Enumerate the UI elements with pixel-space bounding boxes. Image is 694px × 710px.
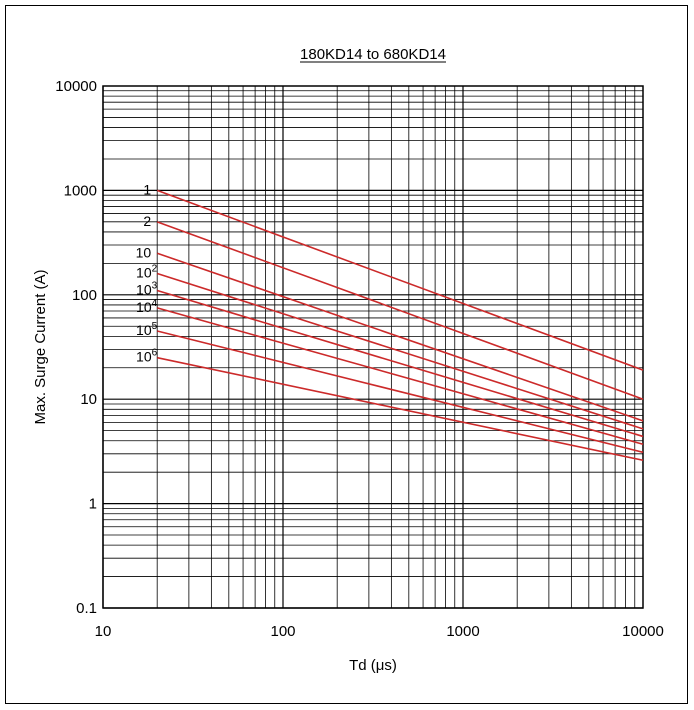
curve-label: 1: [143, 181, 151, 197]
surge-curve: [156, 307, 644, 446]
surge-curve: [157, 356, 644, 462]
curve-label: 105: [136, 321, 158, 338]
y-axis-label: Max. Surge Current (A): [32, 269, 49, 424]
curve-label: 10: [136, 244, 152, 260]
x-axis-label: Td (μs): [349, 657, 397, 674]
surge-curve: [156, 272, 644, 430]
grid: [102, 85, 644, 609]
x-tick-label: 1000: [446, 623, 479, 640]
curve-label: 106: [136, 348, 158, 365]
chart-title: 180KD14 to 680KD14: [300, 46, 446, 63]
surge-curve: [156, 289, 644, 438]
y-tick-label: 1000: [64, 182, 97, 199]
curve-label: 104: [136, 298, 158, 315]
y-tick-label: 1: [89, 496, 97, 513]
x-tick-label: 10: [95, 623, 112, 640]
curves: [156, 189, 644, 462]
y-tick-label: 0.1: [76, 600, 97, 617]
curve-label: 2: [143, 213, 151, 229]
y-tick-label: 10000: [55, 78, 97, 95]
surge-curve: [156, 221, 644, 400]
curve-label: 103: [136, 280, 158, 297]
x-tick-label: 100: [270, 623, 295, 640]
surge-curve: [156, 330, 644, 454]
surge-curve: [156, 189, 644, 371]
y-tick-labels: 0.1 1 10 100 1000 10000: [55, 78, 97, 617]
x-tick-labels: 10 100 1000 10000: [95, 623, 664, 640]
plot-border: [102, 85, 644, 609]
curve-label: 102: [136, 263, 158, 280]
y-tick-label: 10: [80, 391, 97, 408]
surge-curve: [156, 252, 644, 422]
chart-frame: [5, 5, 688, 704]
x-tick-label: 10000: [622, 623, 664, 640]
y-tick-label: 100: [72, 287, 97, 304]
